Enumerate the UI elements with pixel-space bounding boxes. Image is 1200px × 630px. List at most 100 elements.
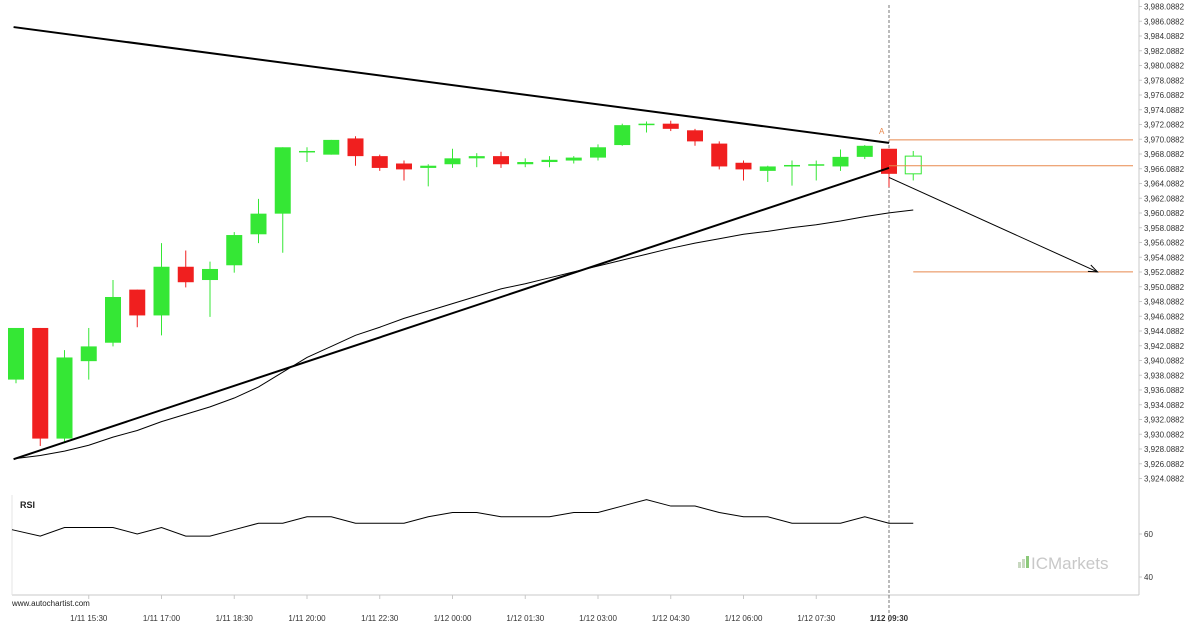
- candle-body: [396, 163, 412, 170]
- y-tick-label: 3,944.0882: [1144, 327, 1185, 336]
- candle-body: [711, 143, 728, 167]
- y-tick-label: 3,930.0882: [1144, 430, 1185, 439]
- y-tick-label: 3,924.0882: [1144, 475, 1185, 484]
- y-tick-label: 3,970.0882: [1144, 135, 1185, 144]
- candle-body: [105, 296, 121, 343]
- candle-body: [735, 162, 752, 170]
- candle-body: [881, 148, 897, 174]
- y-tick-label: 3,986.0882: [1144, 17, 1185, 26]
- candle-body: [8, 327, 24, 380]
- y-tick-label: 3,936.0882: [1144, 386, 1185, 395]
- candle-body: [250, 213, 267, 235]
- y-tick-label: 3,988.0882: [1144, 3, 1185, 12]
- x-tick-label: 1/12 03:00: [579, 614, 617, 623]
- y-tick-label: 3,956.0882: [1144, 239, 1185, 248]
- candle-body: [347, 138, 364, 157]
- y-tick-label: 3,958.0882: [1144, 224, 1185, 233]
- candle-body: [687, 130, 703, 142]
- candle-body: [129, 289, 146, 316]
- candle-body: [56, 357, 73, 439]
- candle-body: [904, 155, 922, 175]
- candle-body: [759, 166, 776, 171]
- brand-name: ICMarkets: [1031, 554, 1108, 573]
- y-tick-label: 3,938.0882: [1144, 371, 1185, 380]
- forecast-arrow: [888, 177, 1098, 273]
- y-tick-label: 3,984.0882: [1144, 32, 1185, 41]
- candle-body: [517, 162, 534, 165]
- candle-body: [80, 346, 97, 362]
- x-tick-label: 1/12 06:00: [725, 614, 763, 623]
- y-tick-label: 3,978.0882: [1144, 76, 1185, 85]
- x-tick-label: 1/11 15:30: [70, 614, 108, 623]
- y-tick-label: 3,976.0882: [1144, 91, 1185, 100]
- candle-body: [323, 139, 340, 155]
- y-tick-label: 3,942.0882: [1144, 342, 1185, 351]
- y-tick-label: 3,962.0882: [1144, 194, 1185, 203]
- y-tick-label: 3,926.0882: [1144, 460, 1185, 469]
- candle-body: [420, 165, 437, 168]
- x-tick-label: 1/12 09:30: [870, 614, 909, 623]
- candle-body: [614, 125, 631, 146]
- candle-body: [493, 156, 509, 165]
- candle-body: [202, 268, 218, 281]
- candle-body: [638, 123, 655, 126]
- candle-body: [371, 156, 388, 168]
- x-tick-label: 1/12 04:30: [652, 614, 690, 623]
- candle-body: [177, 266, 194, 283]
- rsi-label: RSI: [20, 500, 35, 510]
- y-tick-label: 3,972.0882: [1144, 121, 1185, 130]
- y-tick-label: 3,940.0882: [1144, 357, 1185, 366]
- candle-body: [226, 235, 243, 266]
- y-tick-label: 3,968.0882: [1144, 150, 1185, 159]
- y-tick-label: 3,928.0882: [1144, 445, 1185, 454]
- y-tick-label: 3,954.0882: [1144, 253, 1185, 262]
- brand-bar-2: [1022, 559, 1025, 568]
- y-tick-label: 3,966.0882: [1144, 165, 1185, 174]
- pattern-marker: A: [879, 127, 885, 136]
- candle-body: [153, 266, 170, 316]
- y-tick-label: 3,982.0882: [1144, 47, 1185, 56]
- candle-body: [299, 150, 315, 153]
- x-tick-label: 1/12 07:30: [797, 614, 835, 623]
- source-label: www.autochartist.com: [11, 599, 90, 608]
- x-tick-label: 1/11 17:00: [143, 614, 181, 623]
- x-tick-label: 1/11 22:30: [361, 614, 399, 623]
- candle-body: [565, 157, 582, 161]
- candle-body: [856, 145, 873, 157]
- brand-logo: ICMarkets: [1018, 554, 1108, 573]
- forecast-arrow-head: [1087, 264, 1099, 273]
- rsi-tick-label: 60: [1144, 530, 1153, 539]
- candle-body: [590, 147, 606, 158]
- candle-body: [662, 123, 679, 129]
- candle-body: [468, 156, 485, 159]
- candle-body: [832, 156, 849, 167]
- y-tick-label: 3,948.0882: [1144, 298, 1185, 307]
- candle-body: [784, 164, 800, 167]
- y-tick-label: 3,952.0882: [1144, 268, 1185, 277]
- brand-bar-3: [1026, 556, 1029, 568]
- candle-body: [541, 159, 558, 163]
- resistance-trendline: [13, 26, 890, 144]
- support-trendline: [13, 166, 890, 461]
- price-pane: 3,988.0882 3,986.0882 3,984.0882 3,982.0882…: [8, 0, 1185, 623]
- y-tick-label: 3,974.0882: [1144, 106, 1185, 115]
- rsi-line: [11, 499, 914, 537]
- y-tick-label: 3,960.0882: [1144, 209, 1185, 218]
- rsi-pane: RSI 60 40: [11, 495, 1153, 595]
- y-tick-label: 3,980.0882: [1144, 62, 1185, 71]
- y-tick-label: 3,950.0882: [1144, 283, 1185, 292]
- y-tick-label: 3,934.0882: [1144, 401, 1185, 410]
- x-tick-label: 1/11 18:30: [216, 614, 254, 623]
- y-tick-label: 3,946.0882: [1144, 312, 1185, 321]
- y-tick-label: 3,932.0882: [1144, 416, 1185, 425]
- candle-body: [808, 164, 825, 166]
- rsi-tick-label: 40: [1144, 573, 1153, 582]
- x-tick-label: 1/12 01:30: [506, 614, 544, 623]
- candle-body: [444, 158, 461, 165]
- brand-bar-1: [1018, 562, 1021, 568]
- y-tick-label: 3,964.0882: [1144, 180, 1185, 189]
- x-tick-label: 1/12 00:00: [434, 614, 472, 623]
- candle-body: [32, 327, 49, 439]
- x-tick-label: 1/11 20:00: [288, 614, 326, 623]
